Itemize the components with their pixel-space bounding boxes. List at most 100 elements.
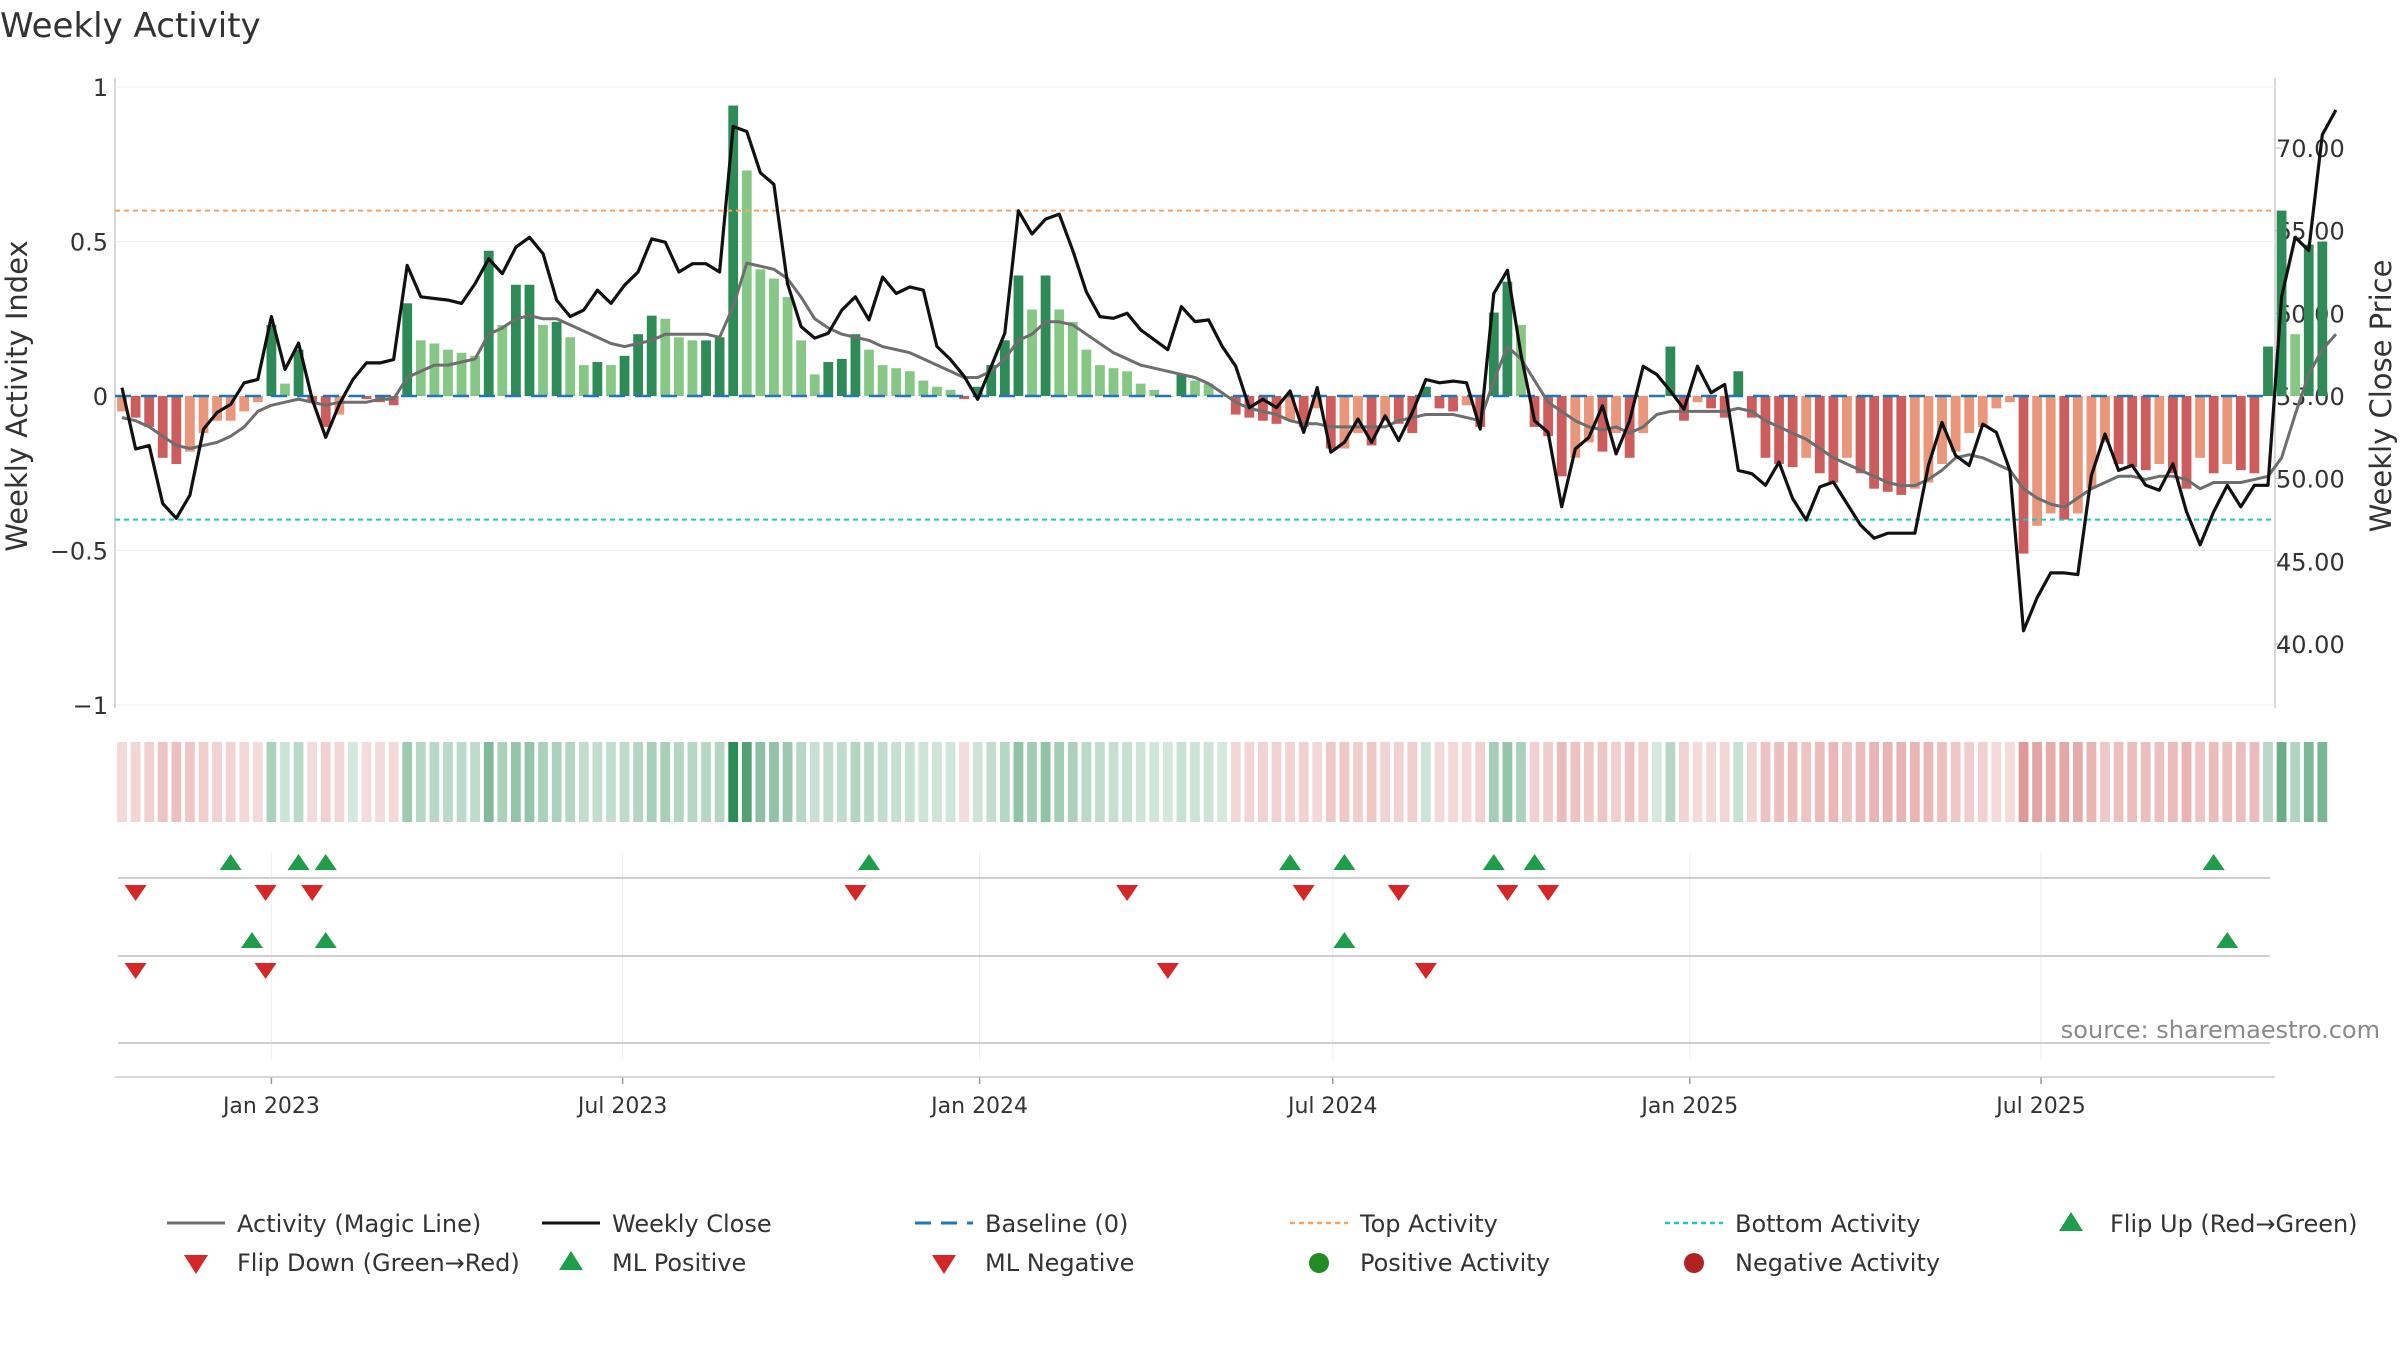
activity-bar: [497, 324, 508, 396]
activity-bar: [796, 340, 807, 396]
y-axis-label: Weekly Activity Index: [0, 240, 34, 551]
heat-strip-cell: [592, 742, 603, 822]
heat-strip-cell: [307, 742, 318, 822]
heat-strip-cell: [2086, 742, 2097, 822]
activity-bar: [1882, 396, 1893, 492]
heat-strip-cell: [1516, 742, 1526, 822]
activity-bar: [1896, 396, 1907, 495]
activity-bar: [918, 380, 929, 396]
heat-strip-cell: [1502, 742, 1513, 822]
activity-bar: [443, 349, 453, 396]
activity-bar: [660, 318, 671, 396]
heat-strip-cell: [1298, 742, 1309, 822]
ml-positive-marker: [1333, 932, 1356, 948]
heat-strip-cell: [225, 742, 236, 822]
heat-strip-cell: [1977, 742, 1988, 822]
legend-swatch-flip-up-icon: [2059, 1212, 2083, 1231]
heat-strip-cell: [2154, 742, 2165, 822]
heat-strip-cell: [1896, 742, 1907, 822]
heat-strip-cell: [1393, 742, 1404, 822]
heat-strip-cell: [551, 742, 562, 822]
heat-strip-cell: [1149, 742, 1160, 822]
activity-bar: [714, 337, 725, 396]
heat-strip-cell: [1434, 742, 1445, 822]
heat-strip-cell: [687, 742, 698, 822]
activity-bar: [809, 374, 820, 396]
activity-bar: [1054, 309, 1065, 396]
heat-strip-cell: [741, 742, 752, 822]
heat-strip-cell: [388, 742, 399, 822]
activity-bar: [280, 383, 290, 396]
legend-swatch-ml-positive-icon: [559, 1251, 583, 1270]
legend: Activity (Magic Line) Weekly Close Basel…: [167, 1210, 2358, 1277]
heat-strip-cell: [1774, 742, 1784, 822]
heat-strip-cell: [836, 742, 847, 822]
activity-bar: [1135, 383, 1146, 396]
legend-label-positive-activity: Positive Activity: [1360, 1249, 1550, 1277]
activity-bar: [959, 396, 969, 400]
heat-strip-cell: [2059, 742, 2070, 822]
heat-strip-cell: [1760, 742, 1771, 822]
legend-label-negative-activity: Negative Activity: [1735, 1249, 1940, 1277]
heat-strip-cell: [212, 742, 222, 822]
heat-strip-cell: [864, 742, 874, 822]
activity-bar: [388, 396, 399, 406]
activity-bar: [2154, 396, 2165, 464]
heat-strip-cell: [1040, 742, 1051, 822]
activity-bar: [239, 396, 250, 412]
heat-strip-cell: [443, 742, 453, 822]
activity-bar: [2181, 396, 2192, 489]
activity-bar: [1298, 396, 1309, 427]
activity-bar: [2032, 396, 2042, 526]
heat-strip-cell: [1842, 742, 1852, 822]
heat-strip-cell: [1448, 742, 1458, 822]
heat-strip-cell: [606, 742, 616, 822]
reference-lines: [115, 209, 2275, 521]
activity-bar: [1733, 371, 1744, 396]
heat-strip-cell: [2005, 742, 2015, 822]
activity-bar: [117, 396, 127, 412]
heat-strip-cell: [2222, 742, 2233, 822]
heat-strip-cell: [1597, 742, 1608, 822]
activity-bar: [293, 349, 304, 396]
heat-strip-cell: [2290, 742, 2301, 822]
y-tick-label: −1: [73, 692, 108, 720]
activity-bar: [2059, 396, 2070, 520]
activity-bar: [225, 396, 236, 421]
activity-bar: [1964, 396, 1975, 434]
activity-bar: [2235, 396, 2246, 471]
y-tick-label: 1: [93, 74, 108, 102]
heat-strip-cell: [796, 742, 807, 822]
activity-bar: [1067, 321, 1078, 396]
heat-strip-cell: [2263, 742, 2273, 822]
heat-strip-cell: [2317, 742, 2328, 822]
flip-down-marker: [1116, 885, 1139, 901]
flip-down-marker: [844, 885, 867, 901]
heat-strip-cell: [959, 742, 969, 822]
activity-bar: [1081, 349, 1092, 396]
heat-strip-cell: [1217, 742, 1228, 822]
activity-bar: [673, 337, 684, 396]
heat-strip-cell: [1081, 742, 1092, 822]
heat-strip-cell: [157, 742, 168, 822]
heat-strip-cell: [755, 742, 766, 822]
activity-bar: [1801, 396, 1812, 458]
heat-strip-cell: [1950, 742, 1961, 822]
heat-strip-cell: [2168, 742, 2178, 822]
ml-negative-marker: [1156, 963, 1179, 979]
heat-strip-cell: [1882, 742, 1893, 822]
activity-bars: [117, 105, 2328, 554]
heat-strip-cell: [402, 742, 413, 822]
activity-bar: [1543, 396, 1554, 437]
y-tick-label: 0: [93, 383, 108, 411]
heat-strip-cell: [1692, 742, 1703, 822]
heat-strip-cell: [1488, 742, 1499, 822]
heat-strip-cell: [1380, 742, 1391, 822]
heat-strip-cell: [633, 742, 644, 822]
activity-bar: [2113, 396, 2124, 464]
activity-bar: [972, 386, 983, 396]
heat-strip-cell: [945, 742, 956, 822]
activity-bar: [1285, 396, 1295, 421]
activity-bar: [1746, 396, 1757, 418]
heat-strip-cell: [1230, 742, 1241, 822]
